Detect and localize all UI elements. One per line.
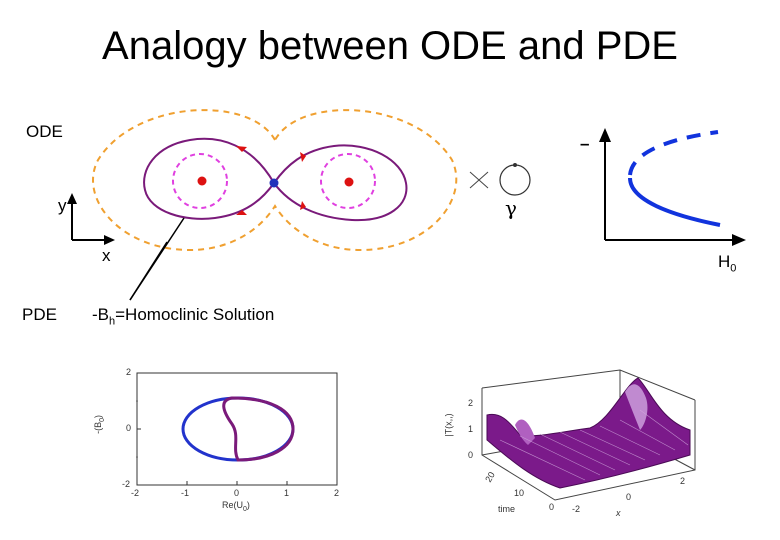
left-periodic-orbit <box>172 153 228 209</box>
left-xtick: 1 <box>284 488 290 498</box>
saddle-point <box>269 178 279 188</box>
x-axis-label: x <box>102 246 111 265</box>
left-center-point <box>197 176 207 186</box>
orbit-arrow <box>300 201 306 210</box>
left-xlabel-end: ) <box>246 500 250 510</box>
homoclinic-prefix: -B <box>92 305 109 324</box>
outer-dashed-boundary <box>92 109 458 252</box>
depth-label: time <box>498 504 516 514</box>
h0-label: H0 <box>718 252 736 274</box>
x-tick-right: -2 <box>572 504 581 514</box>
bif-x-arrowhead <box>732 234 746 246</box>
depth-tick: 0 <box>549 502 555 512</box>
h0-sub: 0 <box>730 262 737 275</box>
orbit-arrow <box>236 146 247 152</box>
purple-homoclinic-curve <box>222 396 295 462</box>
surface-mesh <box>486 377 691 489</box>
left-xtick: 2 <box>334 488 340 498</box>
bif-y-arrowhead <box>599 128 611 142</box>
unstable-branch <box>628 130 719 176</box>
z-tick: 2 <box>468 398 474 408</box>
pointer-line <box>129 241 168 301</box>
x-tick-right: 2 <box>680 476 686 486</box>
z-tick: 0 <box>468 450 474 460</box>
z-tick: 1 <box>468 424 474 434</box>
stable-branch <box>628 177 721 227</box>
x-axis-arrowhead <box>104 235 115 245</box>
left-xtick: -2 <box>131 488 140 498</box>
left-xtick: -1 <box>181 488 190 498</box>
orbit-arrow <box>236 210 247 215</box>
gamma-loop-marker <box>513 163 517 167</box>
y-axis-label: y <box>58 196 67 215</box>
homoclinic-suffix: =Homoclinic Solution <box>115 305 275 324</box>
gamma-label: γ <box>505 196 517 220</box>
pde-label: PDE <box>22 305 57 324</box>
left-xlabel-main: Re(U <box>222 500 244 510</box>
homoclinic-caption: -Bh=Homoclinic Solution <box>92 305 274 327</box>
ode-label: ODE <box>26 122 63 141</box>
page-title: Analogy between ODE and PDE <box>102 24 678 68</box>
depth-tick: 10 <box>514 488 525 498</box>
left-xtick: 0 <box>234 488 240 498</box>
x-label-right: x <box>616 508 621 518</box>
right-center-point <box>344 177 354 187</box>
left-ytick: 0 <box>126 423 132 433</box>
homoclinic-sub: h <box>109 315 116 328</box>
left-xlabel-sub: 0 <box>243 505 247 513</box>
left-ytick: -2 <box>122 479 131 489</box>
orbit-arrow <box>300 152 306 162</box>
h0-main: H <box>718 252 731 271</box>
left-ytick: 2 <box>126 367 132 377</box>
right-periodic-orbit <box>320 153 376 209</box>
x-tick-right: 0 <box>626 492 632 502</box>
y-axis-arrowhead <box>67 193 77 204</box>
cross-icon <box>469 171 489 189</box>
left-xlabel: Re(U0) <box>222 500 250 513</box>
lambda-label: – <box>580 134 590 153</box>
z-axis-label: |T(x,,) <box>443 413 454 437</box>
